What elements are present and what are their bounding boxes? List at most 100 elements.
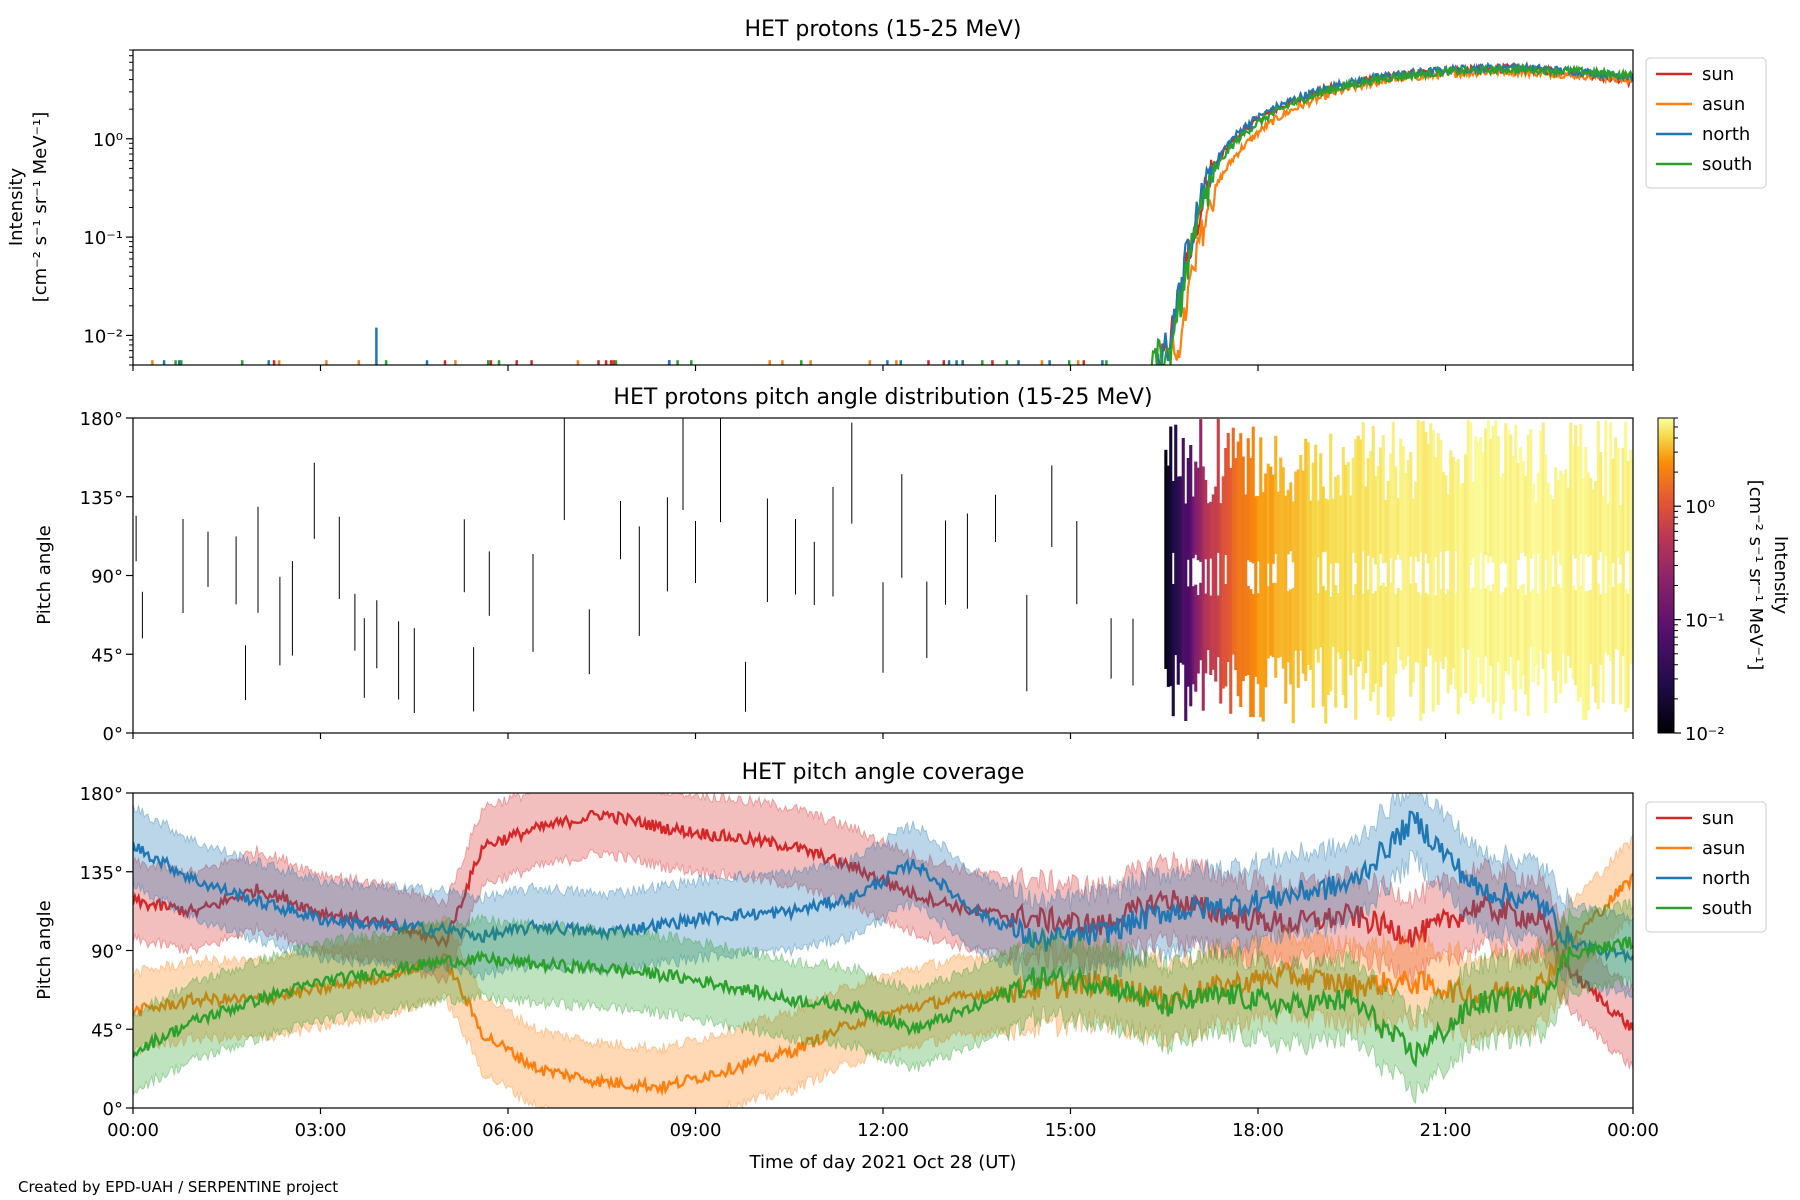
panel3-xtick-label: 21:00 (1420, 1120, 1472, 1141)
heatmap-cell (1341, 447, 1345, 695)
panel3-ytick-label: 180° (80, 784, 123, 805)
heatmap-cell (1201, 466, 1205, 711)
heatmap-cell (1301, 470, 1305, 674)
heatmap-cell (1559, 587, 1563, 694)
heatmap-cell (1406, 460, 1410, 657)
panel2-ytick-label: 90° (91, 567, 123, 588)
heatmap-cell (1321, 486, 1325, 553)
heatmap-cell (1239, 433, 1243, 707)
panel1-ytick-label: 10⁰ (93, 130, 123, 151)
heatmap-cell (1566, 487, 1570, 656)
heatmap-cell (1339, 495, 1343, 660)
legend-entry-sun: sun (1702, 64, 1734, 85)
heatmap-cell (1606, 503, 1610, 656)
heatmap-cell (1436, 433, 1440, 705)
heatmap-cell (1589, 589, 1593, 664)
colorbar-ticks: 10⁰ 10⁻¹ 10⁻² (1674, 417, 1725, 745)
heatmap-cell (1424, 431, 1428, 554)
heatmap-cell (1266, 586, 1270, 659)
legend-entry-asun: asun (1702, 838, 1745, 859)
heatmap-cell (1459, 484, 1463, 698)
heatmap-cell (1426, 594, 1430, 649)
panel1-title: HET protons (15-25 MeV) (745, 17, 1022, 42)
heatmap-cell (1444, 594, 1448, 657)
heatmap-cell (1554, 467, 1558, 704)
heatmap-cell (1626, 593, 1630, 709)
heatmap-cell (1529, 429, 1533, 559)
heatmap-cell (1419, 594, 1423, 721)
legend-entry-sun: sun (1702, 808, 1734, 829)
heatmap-cell (1504, 587, 1508, 672)
heatmap-cell (1196, 595, 1200, 674)
heatmap-cell (1536, 593, 1540, 686)
panel3-title: HET pitch angle coverage (742, 760, 1025, 785)
heatmap-cell (1289, 482, 1293, 552)
heatmap-cell (1536, 472, 1540, 555)
legend-box (1645, 57, 1767, 189)
heatmap-cell (1366, 589, 1370, 651)
heatmap-cell (1351, 457, 1355, 553)
heatmap-cell (1274, 435, 1278, 555)
heatmap-cell (1479, 437, 1483, 553)
panel3-xtick-label: 03:00 (295, 1120, 347, 1141)
heatmap-cell (1516, 463, 1520, 560)
heatmap-cell (1291, 588, 1295, 724)
panel1-legend: sun asun north south (1645, 57, 1767, 189)
heatmap-cell (1184, 503, 1188, 721)
heatmap-cell (1394, 594, 1398, 675)
heatmap-cell (1594, 480, 1598, 703)
heatmap-cell (1456, 459, 1460, 715)
heatmap-cell (1401, 446, 1405, 670)
heatmap-cell (1544, 454, 1548, 561)
heatmap-cell (1571, 585, 1575, 680)
panel3-ylabel: Pitch angle (34, 900, 55, 999)
heatmap-cell (1334, 584, 1338, 708)
panel3-xtick-label: 06:00 (482, 1120, 534, 1141)
panel1-frame (132, 49, 1634, 366)
panel3-ytick-label: 45° (91, 1020, 123, 1041)
heatmap-cell (1204, 479, 1208, 560)
x-axis-label: Time of day 2021 Oct 28 (UT) (749, 1152, 1017, 1173)
heatmap-cell (1209, 595, 1213, 675)
heatmap-cell (1306, 442, 1310, 665)
heatmap-cell (1586, 472, 1590, 557)
panel3-ytick-label: 0° (103, 1099, 123, 1120)
panel-pitch-angle-distribution: HET protons pitch angle distribution (15… (34, 385, 1791, 745)
heatmap-cell (1229, 467, 1233, 714)
heatmap-cell (1169, 426, 1173, 687)
heatmap-cell (1374, 591, 1378, 684)
heatmap-cell (1416, 592, 1420, 663)
legend-entry-north: north (1702, 868, 1750, 889)
panel-intensity: HET protons (15-25 MeV) 10⁰ 10⁻¹ 10⁻² Inte… (6, 17, 1767, 371)
heatmap-cell (1484, 588, 1488, 657)
heatmap-cell (1569, 422, 1573, 668)
heatmap-cell (1361, 422, 1365, 552)
heatmap-cell (1596, 421, 1600, 560)
heatmap-cell (1386, 480, 1390, 718)
heatmap-cell (1249, 457, 1253, 562)
heatmap-cell (1409, 452, 1413, 557)
heatmap-cell (1464, 454, 1468, 694)
heatmap-cell (1586, 590, 1590, 710)
heatmap-cell (1559, 470, 1563, 565)
heatmap-cell (1444, 475, 1448, 552)
heatmap-cell (1521, 584, 1525, 676)
heatmap-cell (1256, 495, 1260, 562)
heatmap-cell (1321, 585, 1325, 707)
heatmap-cell (1551, 499, 1555, 556)
heatmap-cell (1499, 476, 1503, 564)
heatmap-cell (1519, 585, 1523, 690)
heatmap-cell (1294, 471, 1298, 651)
heatmap-cell (1496, 436, 1500, 663)
heatmap-cell (1336, 474, 1340, 564)
heatmap-cell (1471, 482, 1475, 558)
heatmap-cell (1509, 434, 1513, 657)
heatmap-cell (1399, 590, 1403, 661)
heatmap-cell (1371, 426, 1375, 558)
heatmap-cell (1384, 586, 1388, 662)
series-line-sun (1160, 62, 1633, 365)
heatmap-cell (1461, 483, 1465, 648)
heatmap-cell (1599, 452, 1603, 553)
heatmap-cell (1279, 457, 1283, 657)
heatmap-cell (1404, 472, 1408, 666)
